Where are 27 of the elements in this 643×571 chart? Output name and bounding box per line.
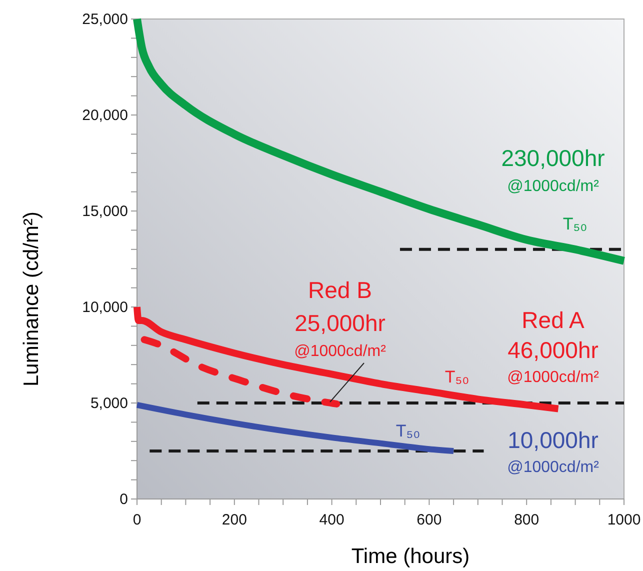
y-tick-label: 10,000 xyxy=(82,298,128,316)
annotation: 25,000hr xyxy=(294,310,386,336)
x-tick-label: 0 xyxy=(132,512,142,528)
y-tick-label: 20,000 xyxy=(82,106,128,124)
annotation: 230,000hr xyxy=(501,145,606,172)
y-axis-title: Luminance (cd/m²) xyxy=(20,211,43,387)
x-tick-label: 800 xyxy=(514,512,540,528)
x-tick-label: 1000 xyxy=(607,512,641,528)
annotation: @1000cd/m² xyxy=(507,369,600,386)
x-tick-label: 400 xyxy=(319,512,344,528)
annotation: Red B xyxy=(308,277,372,304)
annotation: T₅₀ xyxy=(444,367,470,386)
annotation: @1000cd/m² xyxy=(507,459,600,476)
annotation: Red A xyxy=(522,307,585,334)
annotation: T₅₀ xyxy=(396,421,420,440)
annotation: 10,000hr xyxy=(508,427,599,454)
x-axis-title: Time (hours) xyxy=(351,545,470,568)
annotation: T₅₀ xyxy=(562,214,588,234)
y-tick-label: 5,000 xyxy=(90,394,128,412)
annotation: 46,000hr xyxy=(508,337,599,364)
y-tick-label: 25,000 xyxy=(82,10,128,28)
x-tick-label: 200 xyxy=(222,512,247,528)
annotation: @1000cd/m² xyxy=(294,343,387,360)
annotation: @1000cd/m² xyxy=(507,178,600,196)
y-tick-label: 0 xyxy=(120,490,128,508)
y-tick-label: 15,000 xyxy=(82,202,128,220)
x-tick-label: 600 xyxy=(416,512,442,528)
